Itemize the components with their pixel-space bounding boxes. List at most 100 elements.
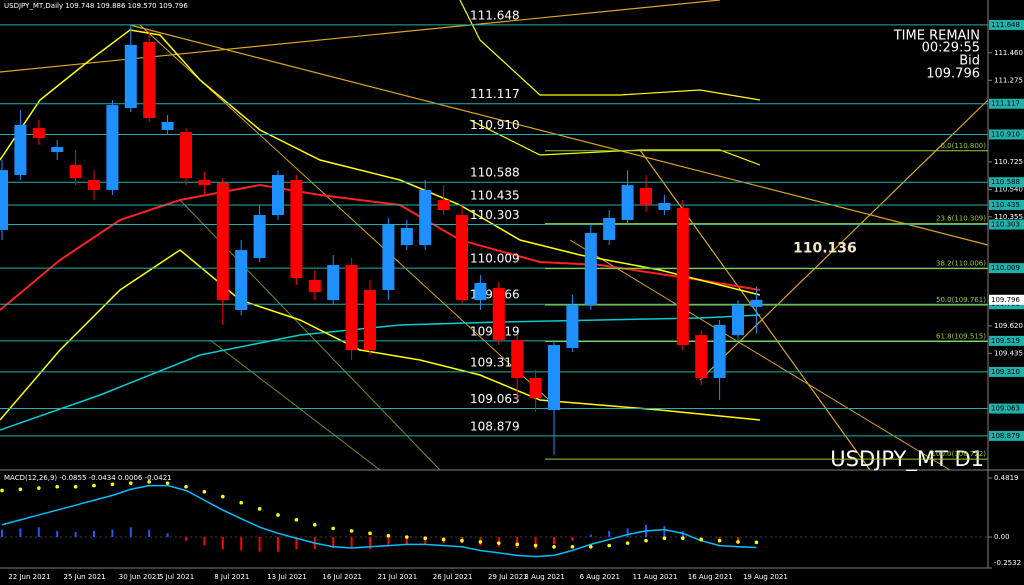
candle-body — [382, 224, 395, 290]
axis-level-label: 109.063 — [991, 405, 1020, 413]
axis-level-label: 110.910 — [991, 130, 1020, 138]
level-label: 109.310 — [470, 355, 520, 369]
macd-signal-dot — [662, 536, 667, 541]
x-tick-label: 16 Jul 2021 — [322, 573, 362, 581]
macd-signal-dot — [589, 544, 593, 549]
axis-level-box — [989, 129, 1024, 140]
macd-signal-dot — [313, 522, 317, 527]
macd-signal-dot — [165, 481, 170, 485]
x-tick-label: 26 Jul 2021 — [433, 573, 473, 581]
candle-body — [584, 232, 597, 305]
macd-signal-dot — [239, 500, 243, 505]
bid-label: Bid — [959, 54, 980, 69]
axis-level-box — [989, 98, 1024, 109]
candle-body — [419, 189, 432, 246]
x-tick-label: 16 Aug 2021 — [688, 573, 733, 581]
fib-label: 61.8(109.515) — [936, 332, 986, 340]
macd-signal-dot — [460, 538, 464, 543]
macd-signal-dot — [331, 526, 336, 531]
x-tick-label: 3 Aug 2021 — [524, 573, 564, 581]
macd-signal-dot — [754, 540, 759, 545]
x-tick-label: 8 Jul 2021 — [214, 573, 249, 581]
axis-level-box — [989, 430, 1024, 441]
axis-level-box — [989, 19, 1024, 30]
macd-signal-dot — [55, 485, 59, 489]
y-tick-label: 110.355 — [994, 213, 1023, 221]
candle-body — [474, 283, 487, 301]
bid-box — [989, 294, 1024, 305]
macd-y-tick-label: 0.4819 — [994, 474, 1019, 482]
level-label: 110.910 — [470, 118, 520, 132]
macd-main-line — [1, 484, 757, 558]
macd-signal-dot — [276, 513, 280, 517]
macd-signal-dot — [644, 538, 648, 543]
fib-label: 0.0(110.800) — [940, 142, 986, 150]
candle-body — [400, 227, 413, 246]
symbol-header: USDJPY_MT,Daily 109.748 109.886 109.570 … — [4, 2, 188, 10]
bollinger-band — [0, 29, 761, 296]
macd-signal-dot — [625, 541, 630, 545]
axis-level-label: 111.117 — [991, 100, 1020, 108]
level-label: 111.648 — [470, 8, 520, 22]
x-tick-label: 21 Jul 2021 — [378, 573, 418, 581]
axis-level-label: 110.303 — [991, 221, 1020, 229]
candle-body — [713, 325, 726, 378]
macd-signal-dot — [110, 482, 115, 487]
level-label: 110.435 — [470, 188, 520, 202]
level-label: 110.009 — [470, 252, 520, 266]
candle-body — [143, 41, 156, 118]
candle-body — [364, 289, 376, 351]
axis-level-label: 109.519 — [991, 337, 1020, 345]
moving-average — [0, 183, 761, 311]
macd-signal-dot — [294, 518, 299, 522]
candle-body — [88, 180, 100, 190]
macd-signal-dot — [607, 543, 611, 548]
fib-label: 23.6(110.309) — [936, 215, 986, 223]
candle-body — [548, 345, 560, 411]
candle-body — [198, 180, 211, 186]
macd-signal-dot — [257, 507, 262, 511]
bid-price: 109.796 — [926, 67, 980, 82]
candle-body — [676, 208, 689, 346]
y-tick-label: 109.435 — [994, 349, 1023, 357]
candle-body — [658, 203, 671, 210]
y-tick-label: 110.725 — [994, 158, 1023, 166]
macd-signal-dot — [368, 531, 372, 536]
axis-level-label: 111.648 — [991, 21, 1020, 29]
axis-level-box — [989, 366, 1024, 377]
candle-body — [529, 377, 542, 399]
macd-signal-dot — [92, 483, 96, 488]
macd-signal-dot — [37, 486, 41, 490]
axis-level-label: 110.009 — [991, 264, 1020, 272]
candle-body — [290, 180, 303, 278]
y-tick-label: 109.620 — [994, 322, 1023, 330]
axis-level-label: 110.435 — [991, 201, 1020, 209]
x-tick-label: 13 Jul 2021 — [267, 573, 307, 581]
macd-signal-dot — [386, 533, 391, 538]
candle-body — [566, 304, 579, 349]
candle-body — [603, 218, 616, 240]
macd-signal-dot — [349, 529, 354, 533]
candle-body — [695, 335, 708, 378]
y-tick-label: 111.275 — [994, 76, 1023, 84]
y-tick-label: 110.540 — [994, 185, 1023, 193]
candle-body — [272, 174, 284, 216]
x-tick-label: 29 Jul 2021 — [488, 573, 528, 581]
axis-level-label: 108.879 — [991, 432, 1020, 440]
candle-body — [106, 105, 119, 190]
macd-signal-dot — [736, 540, 740, 544]
trendline — [209, 339, 381, 471]
axis-level-box — [989, 403, 1024, 414]
candle-body — [235, 250, 248, 311]
candle-body — [124, 44, 137, 109]
time-remain: 00:29:55 — [922, 41, 980, 56]
macd-signal-dot — [0, 488, 4, 493]
macd-signal-dot — [533, 543, 538, 548]
candle-body — [51, 147, 64, 152]
level-label: 111.117 — [470, 87, 520, 101]
candle-body — [0, 170, 8, 231]
macd-title: MACD(12,26,9) -0.0855 -0.0434 0.0006 -0.… — [4, 474, 172, 482]
macd-y-tick-label: -0.2532 — [994, 559, 1021, 567]
macd-signal-dot — [147, 480, 151, 484]
